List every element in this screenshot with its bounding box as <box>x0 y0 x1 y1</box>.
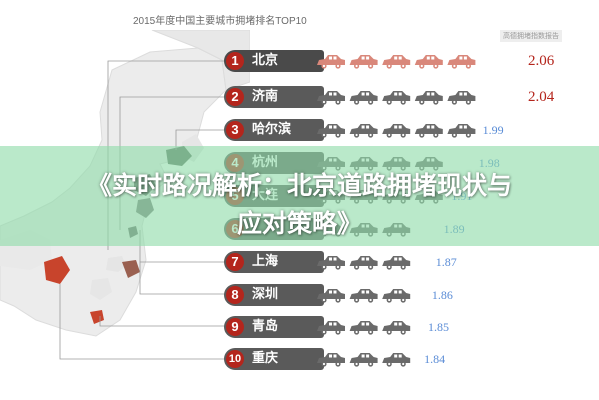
source-watermark: 高德拥堵指数报告 <box>500 30 562 42</box>
rank-number: 10 <box>226 350 244 368</box>
city-name: 青岛 <box>252 319 279 334</box>
banner-title-line2: 应对策略》 <box>236 209 362 238</box>
rank-row: 10 重庆 <box>224 348 324 370</box>
value-bar-cars <box>317 289 411 303</box>
value-label: 2.04 <box>528 89 555 105</box>
rank-badge: 7 上海 <box>224 251 324 273</box>
rank-badge: 2 济南 <box>224 86 324 108</box>
city-name: 北京 <box>252 53 279 68</box>
city-name: 深圳 <box>252 287 279 302</box>
city-name: 济南 <box>252 89 279 104</box>
value-bar-cars <box>317 124 476 138</box>
chart-title: 2015年度中国主要城市拥堵排名TOP10 <box>133 16 307 27</box>
city-name: 上海 <box>252 254 279 269</box>
rank-badge: 10 重庆 <box>224 348 324 370</box>
rank-badge: 1 北京 <box>224 50 324 72</box>
value-label: 1.87 <box>435 255 457 269</box>
rank-badge: 8 深圳 <box>224 284 324 306</box>
title-banner <box>0 146 599 246</box>
rank-row: 3 哈尔滨 <box>224 119 324 141</box>
value-bar-cars <box>317 256 411 270</box>
rank-number: 9 <box>226 318 244 336</box>
city-name: 哈尔滨 <box>252 122 292 137</box>
rank-number: 3 <box>226 121 244 139</box>
value-label: 2.06 <box>528 53 555 69</box>
value-bar-cars <box>317 55 476 69</box>
value-label: 1.84 <box>424 352 446 366</box>
rank-badge: 3 哈尔滨 <box>224 119 324 141</box>
banner-title-line1: 《实时路况解析：北京道路拥堵现状与 <box>86 171 512 200</box>
region-guangdong <box>90 310 104 324</box>
value-bar-cars <box>317 91 476 105</box>
rank-row: 1 北京 <box>224 50 324 72</box>
value-label: 1.85 <box>428 320 449 334</box>
rank-number: 2 <box>226 88 244 106</box>
rank-row: 8 深圳 <box>224 284 324 306</box>
rank-badge: 9 青岛 <box>224 316 324 338</box>
value-bar-cars <box>317 321 411 335</box>
rank-row: 2 济南 <box>224 86 324 108</box>
rank-row: 7 上海 <box>224 251 324 273</box>
rank-number: 7 <box>226 253 244 271</box>
value-label: 1.86 <box>431 288 453 302</box>
rank-row: 9 青岛 <box>224 316 324 338</box>
value-label: 1.99 <box>482 123 504 137</box>
value-bar-cars <box>317 353 411 367</box>
region-chongqing <box>44 256 70 284</box>
region-hunan <box>122 260 140 278</box>
city-name: 重庆 <box>252 351 279 366</box>
rank-number: 8 <box>226 286 244 304</box>
rank-number: 1 <box>226 52 244 70</box>
